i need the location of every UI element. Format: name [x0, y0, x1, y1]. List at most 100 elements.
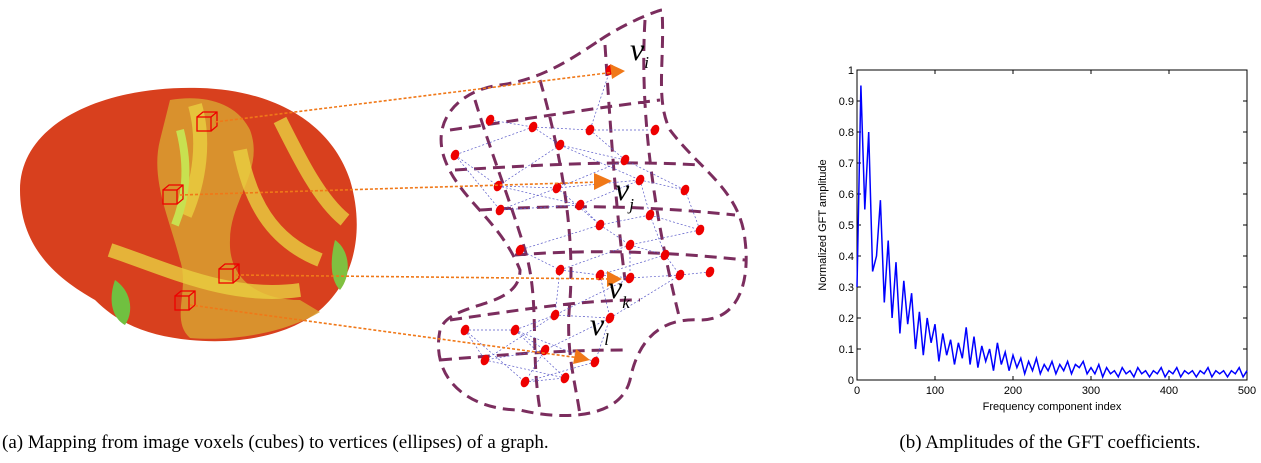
graph-vertex — [675, 269, 685, 281]
graph-edge — [589, 129, 626, 161]
graph-edge — [599, 254, 666, 276]
graph-vertex — [595, 219, 605, 231]
graph-edge — [579, 204, 601, 226]
x-tick-label: 400 — [1160, 385, 1178, 397]
graph-edge — [497, 185, 558, 189]
y-tick-label: 0.4 — [839, 251, 854, 263]
caption: (b) Amplitudes of the GFT coefficients. — [899, 432, 1200, 453]
vertex-label: vi — [630, 31, 649, 72]
graph-vertex — [620, 154, 630, 166]
chart: Frequency component index Normalized GFT… — [817, 65, 1256, 413]
graph-edge — [599, 274, 631, 279]
x-tick-label: 200 — [1004, 385, 1022, 397]
vertex-label: vk — [608, 269, 630, 312]
graph-edge — [519, 249, 561, 271]
graph-edge — [559, 144, 626, 161]
y-tick-label: 0 — [848, 375, 854, 387]
graph-edge — [629, 274, 681, 279]
graph-edge — [514, 329, 566, 379]
graph-vertex — [650, 124, 660, 136]
graph-vertex — [480, 354, 490, 366]
graph-edge — [454, 154, 499, 187]
vertex-label: vl — [590, 306, 609, 349]
y-tick-label: 1 — [848, 65, 854, 77]
arrows — [179, 64, 625, 364]
graph-edge — [649, 214, 701, 231]
graph-edge — [579, 179, 641, 206]
graph-edge — [679, 271, 711, 276]
graph-edge — [484, 359, 566, 379]
graph-edge — [559, 244, 631, 271]
plot-frame — [856, 69, 1248, 381]
y-tick-label: 0.2 — [839, 313, 854, 325]
y-tick-label: 0.5 — [839, 220, 854, 232]
y-tick-label: 0.3 — [839, 282, 854, 294]
y-tick-label: 0.7 — [839, 158, 854, 170]
graph-vertex — [595, 269, 605, 281]
y-tick-label: 0.1 — [839, 344, 854, 356]
graph-edge — [484, 314, 556, 361]
graph-edge — [599, 274, 611, 319]
graph-vertex — [520, 376, 530, 388]
graph-edge — [624, 159, 686, 191]
graph-vertex — [625, 272, 635, 284]
graph-edge — [544, 317, 611, 351]
graph-edge — [497, 185, 581, 206]
graph-edge — [609, 274, 681, 319]
graph-edge — [649, 214, 666, 256]
graph-edge — [559, 269, 601, 276]
graph-edge — [489, 119, 534, 128]
graph-vertex — [680, 184, 690, 196]
graph-vertex — [460, 324, 470, 336]
graph-vertex — [495, 204, 505, 216]
y-axis-label: Normalized GFT amplitude — [817, 159, 829, 290]
graph — [437, 8, 748, 418]
graph-edge — [599, 214, 651, 226]
x-axis-label: Frequency component index — [983, 401, 1122, 413]
graph-vertex — [695, 224, 705, 236]
graph-vertex — [550, 309, 560, 321]
graph-edge — [514, 329, 546, 351]
y-tick-label: 0.9 — [839, 96, 854, 108]
vertex-base: v — [590, 306, 605, 342]
graph-vertex — [510, 324, 520, 336]
graph-vertex — [660, 249, 670, 261]
graph-edge — [554, 277, 631, 316]
brain — [20, 87, 357, 342]
x-tick-label: 300 — [1082, 385, 1100, 397]
graph-edge — [514, 314, 556, 331]
graph-vertex — [625, 239, 635, 251]
graph-edge — [454, 126, 534, 156]
y-tick-label: 0.6 — [839, 189, 854, 201]
graph-vertex — [585, 124, 595, 136]
graph-vertex — [635, 174, 645, 186]
graph-vertex — [645, 209, 655, 221]
graph-vertex — [493, 180, 503, 192]
graph-edge — [524, 377, 566, 383]
graph-edge — [554, 269, 561, 316]
graph-vertex — [540, 344, 550, 356]
graph-edge — [532, 126, 561, 146]
vertex-sub: i — [644, 53, 649, 72]
graph-edge — [589, 69, 611, 131]
graph-edge — [559, 144, 641, 181]
vertex-base: v — [608, 269, 623, 305]
graph-edge — [524, 361, 596, 383]
x-tick-label: 0 — [854, 385, 860, 397]
vertex-sub: j — [627, 195, 634, 214]
vertex-sub: l — [604, 330, 609, 349]
graph-vertex — [528, 121, 538, 133]
graph-edge — [499, 204, 581, 211]
graph-vertex — [515, 244, 525, 256]
graph-vertex — [575, 199, 585, 211]
y-tick-label: 0.8 — [839, 127, 854, 139]
graph-edge — [454, 154, 501, 211]
data-line — [856, 85, 1248, 380]
vertex-base: v — [615, 171, 630, 207]
graph-vertex — [705, 266, 715, 278]
vertex-base: v — [630, 31, 645, 67]
graph-vertex — [552, 182, 562, 194]
graph-edge — [497, 144, 561, 187]
graph-vertex — [590, 356, 600, 368]
